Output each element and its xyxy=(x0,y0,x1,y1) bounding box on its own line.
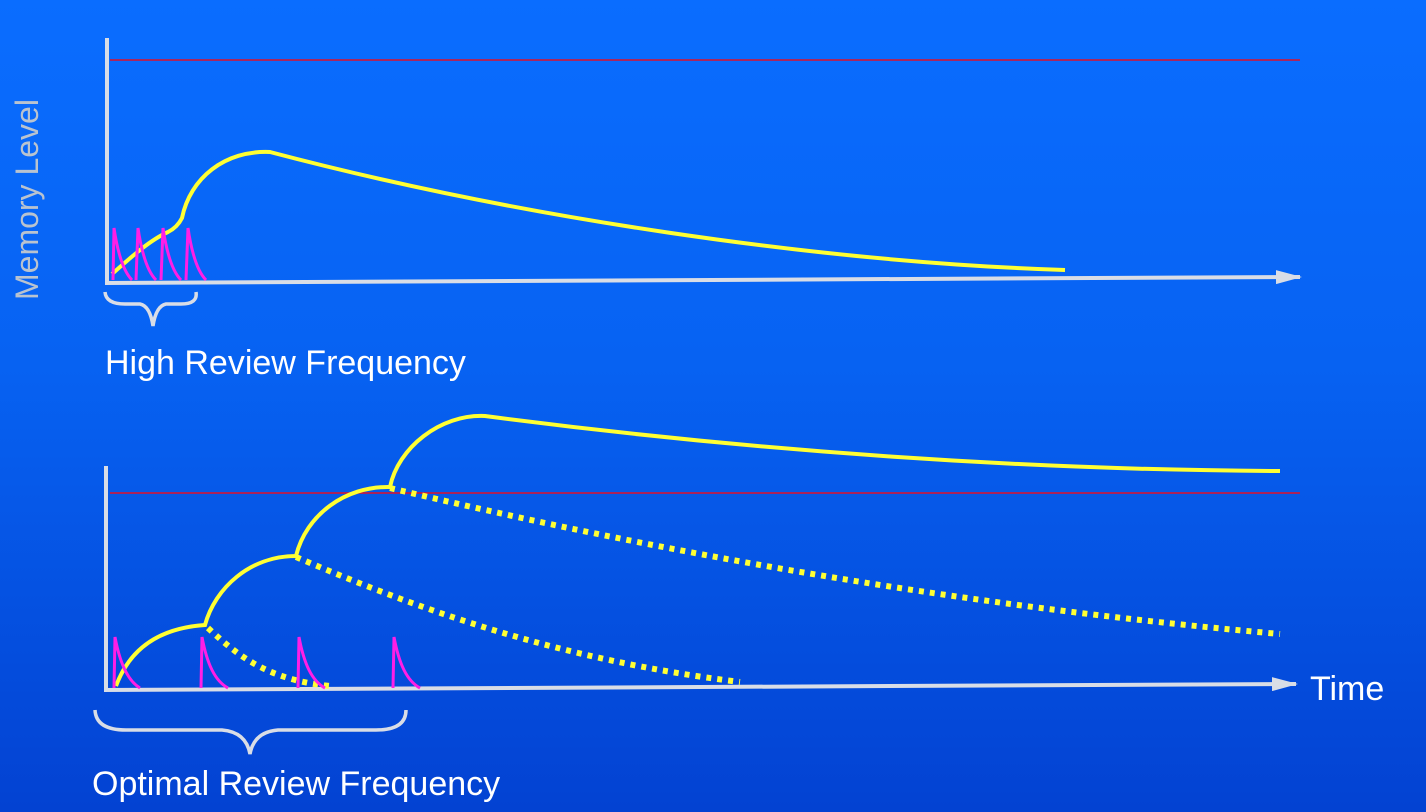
bottom-review-spikes xyxy=(112,636,421,690)
forgetting-curve xyxy=(294,554,741,685)
top-review-spike xyxy=(159,227,183,282)
top-review-spikes xyxy=(111,227,208,282)
top-review-spike xyxy=(111,227,134,282)
bottom-review-spike xyxy=(391,636,421,690)
bottom-caption: Optimal Review Frequency xyxy=(92,765,500,803)
bottom-memory-curve xyxy=(114,413,1281,687)
bottom-brace xyxy=(93,709,408,755)
y-axis-label: Memory Level xyxy=(9,99,45,300)
top-brace xyxy=(103,291,198,327)
bottom-review-spike xyxy=(199,636,229,690)
forgetting-curve xyxy=(205,625,331,689)
bottom-x-axis xyxy=(103,677,1298,692)
top-review-spike xyxy=(184,227,208,282)
top-memory-curve xyxy=(110,149,1066,276)
forgetting-curve xyxy=(389,485,1281,637)
top-diagram xyxy=(103,38,1302,327)
bottom-forgetting-curves xyxy=(205,485,1281,689)
bottom-review-spike xyxy=(112,636,141,690)
x-axis-label: Time xyxy=(1310,670,1384,708)
top-review-spike xyxy=(134,227,158,282)
top-x-axis xyxy=(104,270,1302,285)
bottom-diagram xyxy=(93,413,1300,755)
top-caption: High Review Frequency xyxy=(105,344,466,382)
bottom-review-spike xyxy=(296,636,326,690)
